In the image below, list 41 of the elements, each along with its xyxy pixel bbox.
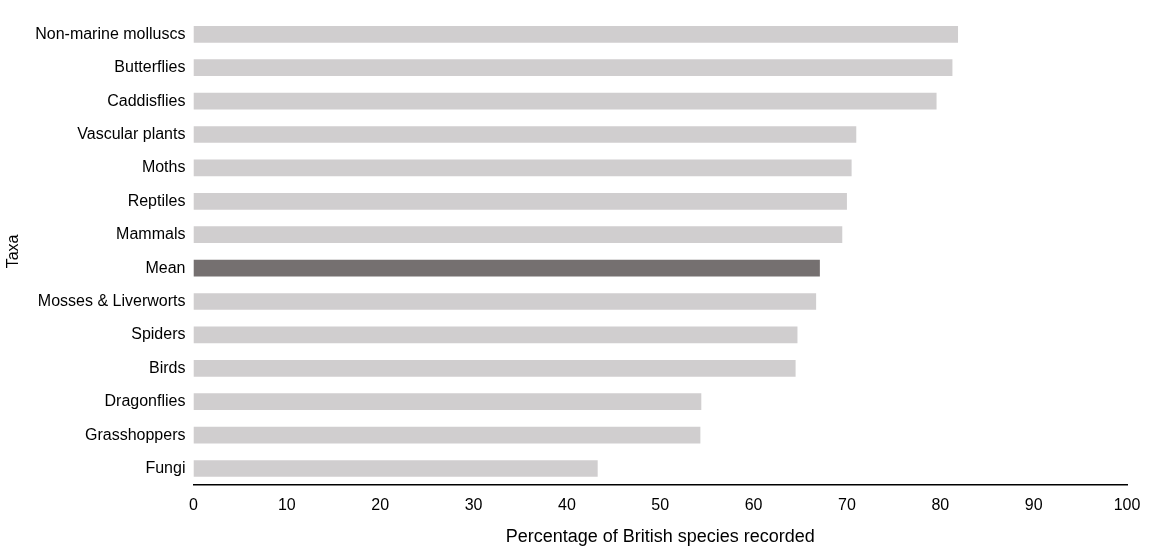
bar (193, 293, 817, 310)
bar (193, 159, 852, 177)
x-tick-label: 20 (371, 496, 390, 514)
x-tick-label: 40 (557, 496, 576, 514)
x-tick-label: 90 (1024, 496, 1043, 514)
y-tick-label: Mammals (116, 225, 186, 243)
bar (193, 226, 843, 244)
bar (193, 359, 796, 377)
bar (193, 25, 959, 43)
y-tick-label: Caddisflies (107, 91, 186, 109)
y-tick-label: Reptiles (127, 191, 186, 209)
bar (193, 259, 820, 277)
bar (193, 59, 953, 77)
bar (193, 326, 798, 344)
y-tick-label: Spiders (131, 325, 186, 343)
y-tick-label: Dragonflies (104, 392, 186, 410)
y-tick-label: Vascular plants (77, 124, 186, 142)
bar (193, 460, 598, 477)
x-tick-label: 80 (931, 496, 950, 514)
x-tick-label: 50 (651, 496, 670, 514)
bar (193, 192, 847, 210)
bar (193, 393, 702, 411)
x-tick-label: 100 (1113, 496, 1141, 514)
y-tick-label: Fungi (145, 458, 186, 476)
y-tick-label: Moths (141, 158, 186, 176)
x-tick-label: 0 (189, 496, 199, 514)
y-tick-label: Mosses & Liverworts (37, 291, 186, 309)
y-tick-label: Butterflies (114, 58, 186, 76)
bar (193, 92, 937, 110)
x-tick-label: 70 (838, 496, 856, 514)
x-tick-label: 60 (744, 496, 763, 514)
y-tick-label: Non-marine molluscs (35, 24, 186, 42)
y-tick-label: Mean (145, 258, 186, 276)
y-tick-label: Birds (149, 358, 186, 376)
y-axis-title: Taxa (4, 234, 22, 269)
bar (193, 126, 857, 143)
x-axis-title: Percentage of British species recorded (505, 526, 815, 547)
y-tick-label: Grasshoppers (84, 425, 186, 443)
x-tick-label: 30 (464, 496, 483, 514)
x-tick-label: 10 (277, 496, 296, 514)
bar (193, 426, 701, 444)
